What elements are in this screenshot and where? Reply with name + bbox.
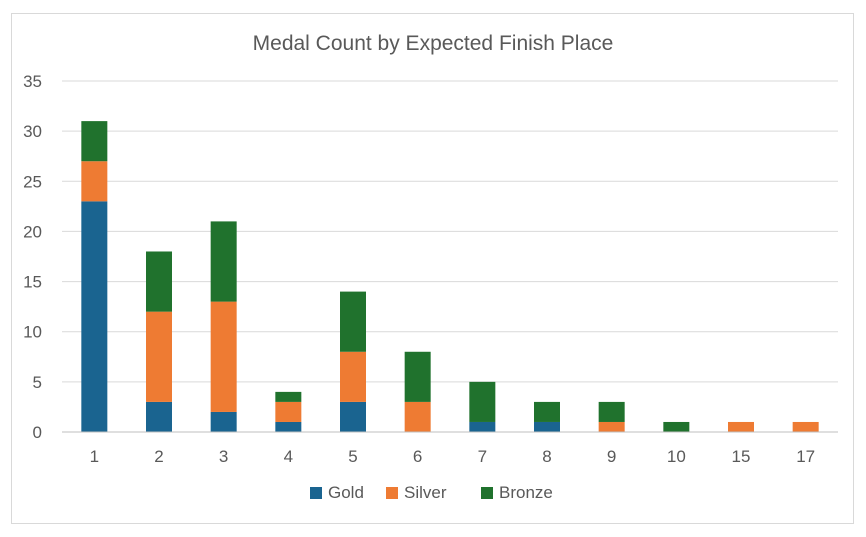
- y-tick-label: 0: [33, 423, 42, 442]
- bar-segment-silver: [275, 401, 302, 422]
- y-tick-label: 25: [23, 172, 42, 191]
- x-tick-label: 7: [478, 447, 487, 466]
- x-tick-label: 9: [607, 447, 616, 466]
- bar-segment-gold: [340, 401, 366, 432]
- bar-segment-silver: [340, 351, 366, 402]
- x-tick-label: 17: [796, 447, 815, 466]
- x-tick-label: 1: [90, 447, 99, 466]
- bar-segment-silver: [728, 421, 754, 432]
- bar-segment-gold: [534, 421, 560, 432]
- y-tick-label: 30: [23, 122, 42, 141]
- legend-item-gold: Gold: [310, 483, 364, 502]
- y-tick-label: 20: [23, 222, 42, 241]
- x-tick-label: 5: [348, 447, 357, 466]
- legend-label: Gold: [328, 483, 364, 502]
- bar-segment-bronze: [340, 291, 366, 352]
- chart-frame: Medal Count by Expected Finish Place 0 5 1…: [11, 13, 854, 524]
- bar-segment-silver: [81, 161, 108, 202]
- bar-segment-bronze: [598, 401, 625, 422]
- grid-layer: [62, 80, 838, 383]
- legend-item-bronze: Bronze: [481, 483, 553, 502]
- x-tick-label: 15: [732, 447, 751, 466]
- legend-label: Silver: [404, 483, 447, 502]
- bar-segment-silver: [146, 311, 172, 402]
- bars-layer: [81, 121, 819, 432]
- bar-segment-bronze: [469, 381, 496, 422]
- bar-segment-gold: [469, 421, 496, 432]
- legend-swatch: [481, 487, 493, 499]
- bar-segment-silver: [598, 421, 625, 432]
- bar-segment-bronze: [210, 221, 237, 302]
- legend-swatch: [310, 487, 322, 499]
- bar-segment-bronze: [146, 251, 172, 312]
- bar-segment-silver: [404, 401, 431, 432]
- bar-segment-silver: [792, 421, 819, 432]
- bar-segment-silver: [210, 301, 237, 412]
- x-tick-label: 10: [667, 447, 686, 466]
- bar-segment-bronze: [663, 421, 690, 432]
- x-tick-label: 4: [284, 447, 293, 466]
- legend-label: Bronze: [499, 483, 553, 502]
- legend-item-silver: Silver: [386, 483, 447, 502]
- bar-segment-gold: [81, 201, 108, 432]
- legend: Gold Silver Bronze: [310, 483, 553, 502]
- bar-segment-bronze: [534, 401, 560, 422]
- bar-segment-gold: [146, 401, 172, 432]
- x-tick-label: 2: [154, 447, 163, 466]
- x-tick-label: 6: [413, 447, 422, 466]
- chart-svg: Medal Count by Expected Finish Place 0 5 1…: [23, 32, 838, 502]
- chart-title: Medal Count by Expected Finish Place: [253, 32, 614, 55]
- legend-swatch: [386, 487, 398, 499]
- axis-layer: 0 5 10 15 20 25 30 35 1 2 3 4 5 6 7 8 9 10 15 17: [23, 72, 838, 466]
- bar-segment-bronze: [275, 391, 302, 402]
- y-tick-label: 15: [23, 273, 42, 292]
- bar-segment-bronze: [81, 121, 108, 162]
- x-tick-label: 3: [219, 447, 228, 466]
- y-tick-label: 35: [23, 72, 42, 91]
- bar-segment-gold: [210, 411, 237, 432]
- bar-segment-gold: [275, 421, 302, 432]
- x-tick-label: 8: [542, 447, 551, 466]
- y-tick-label: 10: [23, 323, 42, 342]
- y-tick-label: 5: [33, 373, 42, 392]
- bar-segment-bronze: [404, 351, 431, 402]
